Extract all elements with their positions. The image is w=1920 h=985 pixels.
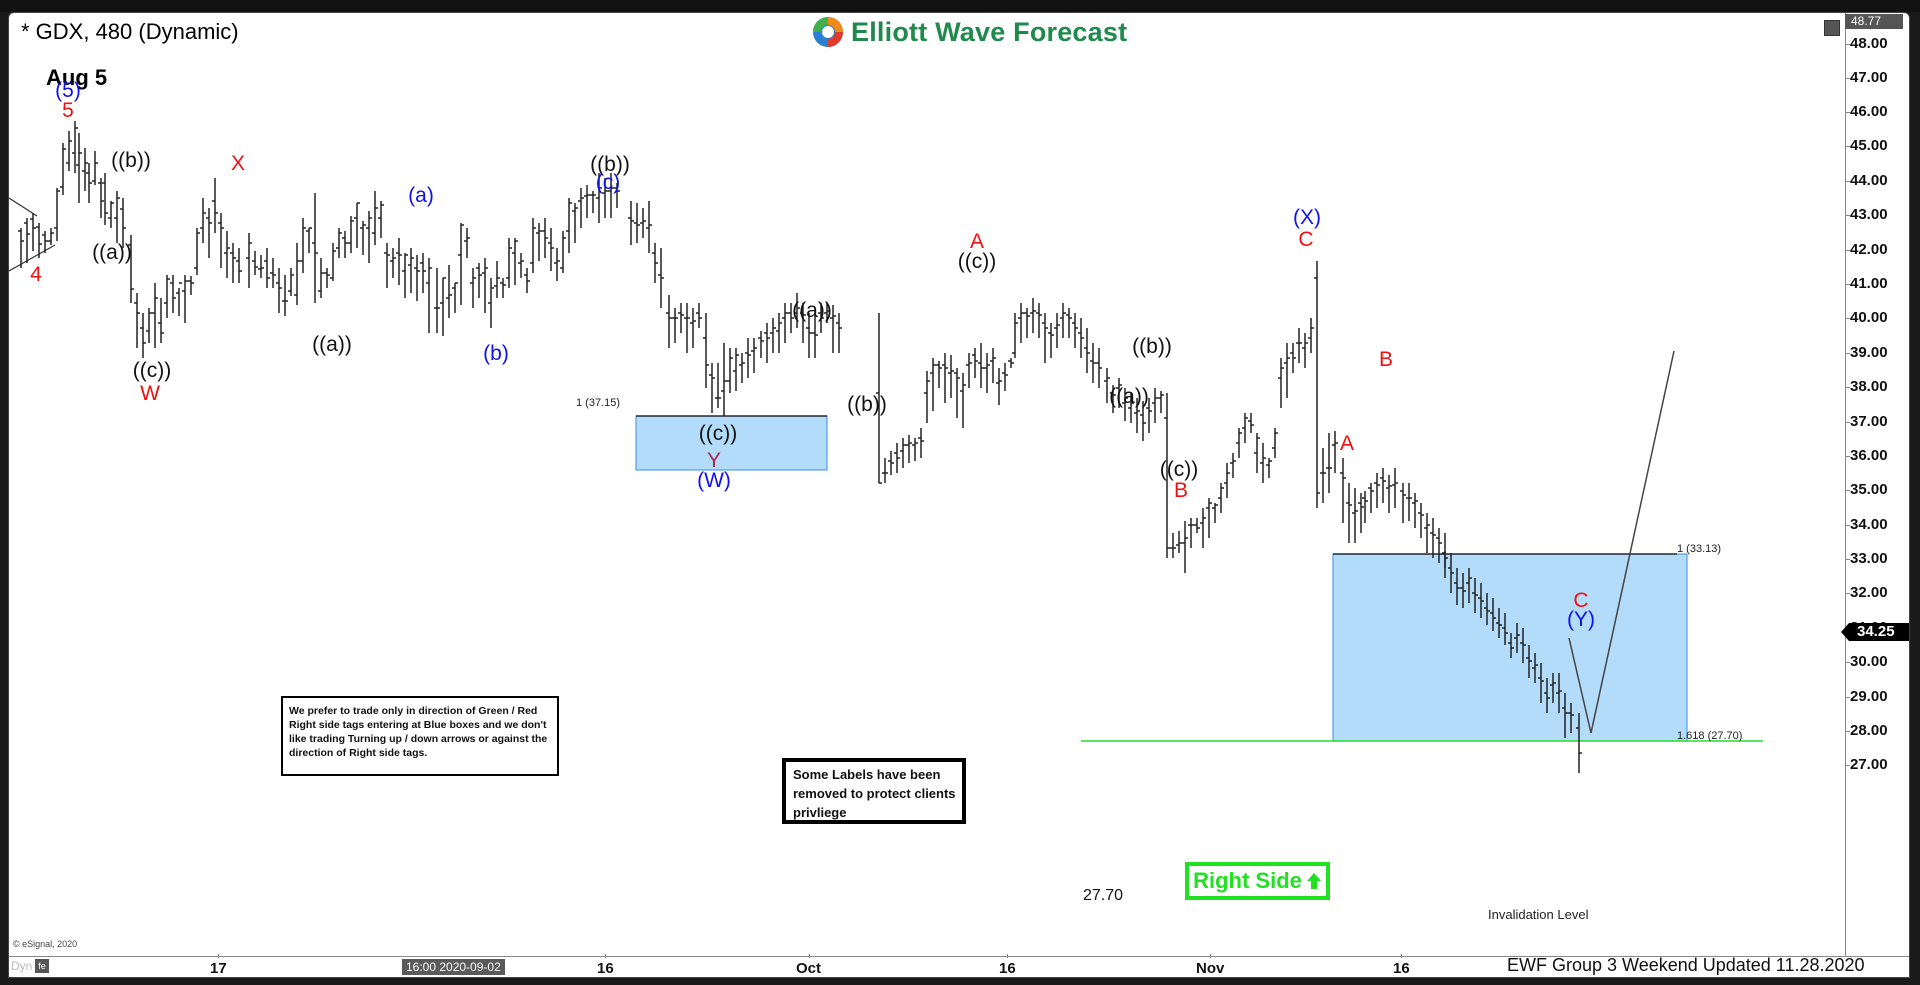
price-tick: 35.00 <box>1846 481 1888 498</box>
wave-label: B <box>1173 479 1189 502</box>
dyn-label: Dyn <box>11 959 33 973</box>
wave-label: ((a)) <box>792 299 832 322</box>
wave-label: ((b)) <box>590 153 630 176</box>
price-tick: 48.00 <box>1846 35 1888 52</box>
price-tick: 42.00 <box>1846 241 1888 258</box>
fib-label-y-top: 1 (33.13) <box>1677 543 1722 555</box>
price-tick: 29.00 <box>1846 688 1888 705</box>
ohlc-bars <box>18 121 1582 773</box>
wave-label: ((b)) <box>111 149 151 172</box>
last-price-tag: 34.25 <box>1841 623 1909 641</box>
right-side-text: Right Side <box>1193 868 1302 893</box>
fe-button[interactable]: fe <box>35 959 49 973</box>
price-axis[interactable]: 48.00 47.00 46.00 45.00 44.00 43.00 42.0… <box>1845 13 1909 963</box>
price-tick: 32.00 <box>1846 584 1888 601</box>
labels-removed-note: Some Labels have been removed to protect… <box>782 758 966 824</box>
price-tick: 39.00 <box>1846 344 1888 361</box>
price-tick: 38.00 <box>1846 378 1888 395</box>
wave-label: ((b)) <box>1132 335 1172 358</box>
wave-label: ((a)) <box>1109 385 1149 408</box>
price-tick: 33.00 <box>1846 550 1888 567</box>
cursor-time-tag: 16:00 2020-09-02 <box>402 959 505 975</box>
wave-label: (b) <box>483 342 509 365</box>
wave-label: ((a)) <box>312 333 352 356</box>
wave-label: ((c)) <box>698 422 738 445</box>
wave-label: Y <box>706 449 722 472</box>
time-axis[interactable]: Dyn fe 17 16:00 2020-09-02 16 Oct 16 Nov… <box>9 954 1909 977</box>
trade-direction-note: We prefer to trade only in direction of … <box>281 696 559 776</box>
price-tick: 43.00 <box>1846 206 1888 223</box>
time-tick: Nov <box>1196 954 1225 977</box>
chart-title: * GDX, 480 (Dynamic) <box>21 19 239 44</box>
invalidation-value: 27.70 <box>1083 887 1124 904</box>
price-plot[interactable] <box>9 13 1845 968</box>
chart-window: * GDX, 480 (Dynamic) Aug 5 Elliott Wave … <box>8 12 1910 978</box>
price-tick: 36.00 <box>1846 447 1888 464</box>
wave-label: ((c)) <box>1159 458 1199 481</box>
wave-label: ((a)) <box>92 241 132 264</box>
time-tick: Oct <box>796 954 822 977</box>
wave-label: C <box>1298 228 1314 251</box>
up-arrow-icon <box>1306 873 1321 889</box>
wave-label: (a) <box>408 184 434 207</box>
fib-label-y-bottom: 1.618 (27.70) <box>1677 730 1743 742</box>
time-tick: 16 <box>999 954 1016 977</box>
wave-label: ((c)) <box>132 359 172 382</box>
price-tick: 46.00 <box>1846 103 1888 120</box>
update-footer: EWF Group 3 Weekend Updated 11.28.2020 <box>1507 955 1865 975</box>
invalidation-label: Invalidation Level <box>1488 907 1589 922</box>
window-restore-icon[interactable] <box>1824 20 1840 36</box>
time-tick: 16 <box>597 954 614 977</box>
price-tick: 27.00 <box>1846 756 1888 773</box>
fib-label-w: 1 (37.15) <box>576 397 621 409</box>
wave-label: 5 <box>62 99 74 122</box>
wave-label: W <box>140 382 160 405</box>
time-tick: 17 <box>210 954 227 977</box>
price-tick: 34.00 <box>1846 516 1888 533</box>
logo-text: Elliott Wave Forecast <box>851 16 1128 47</box>
price-tick: 47.00 <box>1846 69 1888 86</box>
y-blue-box <box>1332 553 1688 742</box>
projection-path <box>1568 350 1675 734</box>
right-side-tag: Right Side <box>1185 862 1330 900</box>
ewf-logo-icon <box>813 17 843 47</box>
wave-label: (X) <box>1293 206 1321 229</box>
window-top-bar <box>0 0 1920 12</box>
wave-label: A <box>1339 432 1355 455</box>
price-tick: 41.00 <box>1846 275 1888 292</box>
price-tick: 30.00 <box>1846 653 1888 670</box>
copyright: © eSignal, 2020 <box>13 939 78 949</box>
wave-label: (W) <box>697 469 731 492</box>
price-tick: 37.00 <box>1846 413 1888 430</box>
wave-label: C <box>1573 589 1589 612</box>
wave-label: X <box>230 152 246 175</box>
wave-label: A <box>969 230 985 253</box>
price-tick: 28.00 <box>1846 722 1888 739</box>
price-tick: 45.00 <box>1846 137 1888 154</box>
wave-label: ((c)) <box>957 250 997 273</box>
time-tick: 16 <box>1393 954 1410 977</box>
w-blue-box <box>635 415 828 471</box>
wave-label: (Y) <box>1567 608 1595 631</box>
high-price-tag: 48.77 <box>1845 14 1903 29</box>
wave-label: (c) <box>595 171 621 194</box>
wave-label: B <box>1378 348 1394 371</box>
price-tick: 44.00 <box>1846 172 1888 189</box>
wave-label: ((b)) <box>847 393 887 416</box>
price-tick: 40.00 <box>1846 309 1888 326</box>
wave-label: (5) <box>55 79 81 102</box>
brand-logo: Elliott Wave Forecast <box>803 13 1131 51</box>
wave-label: 4 <box>30 263 42 286</box>
date-label: Aug 5 <box>46 65 108 90</box>
